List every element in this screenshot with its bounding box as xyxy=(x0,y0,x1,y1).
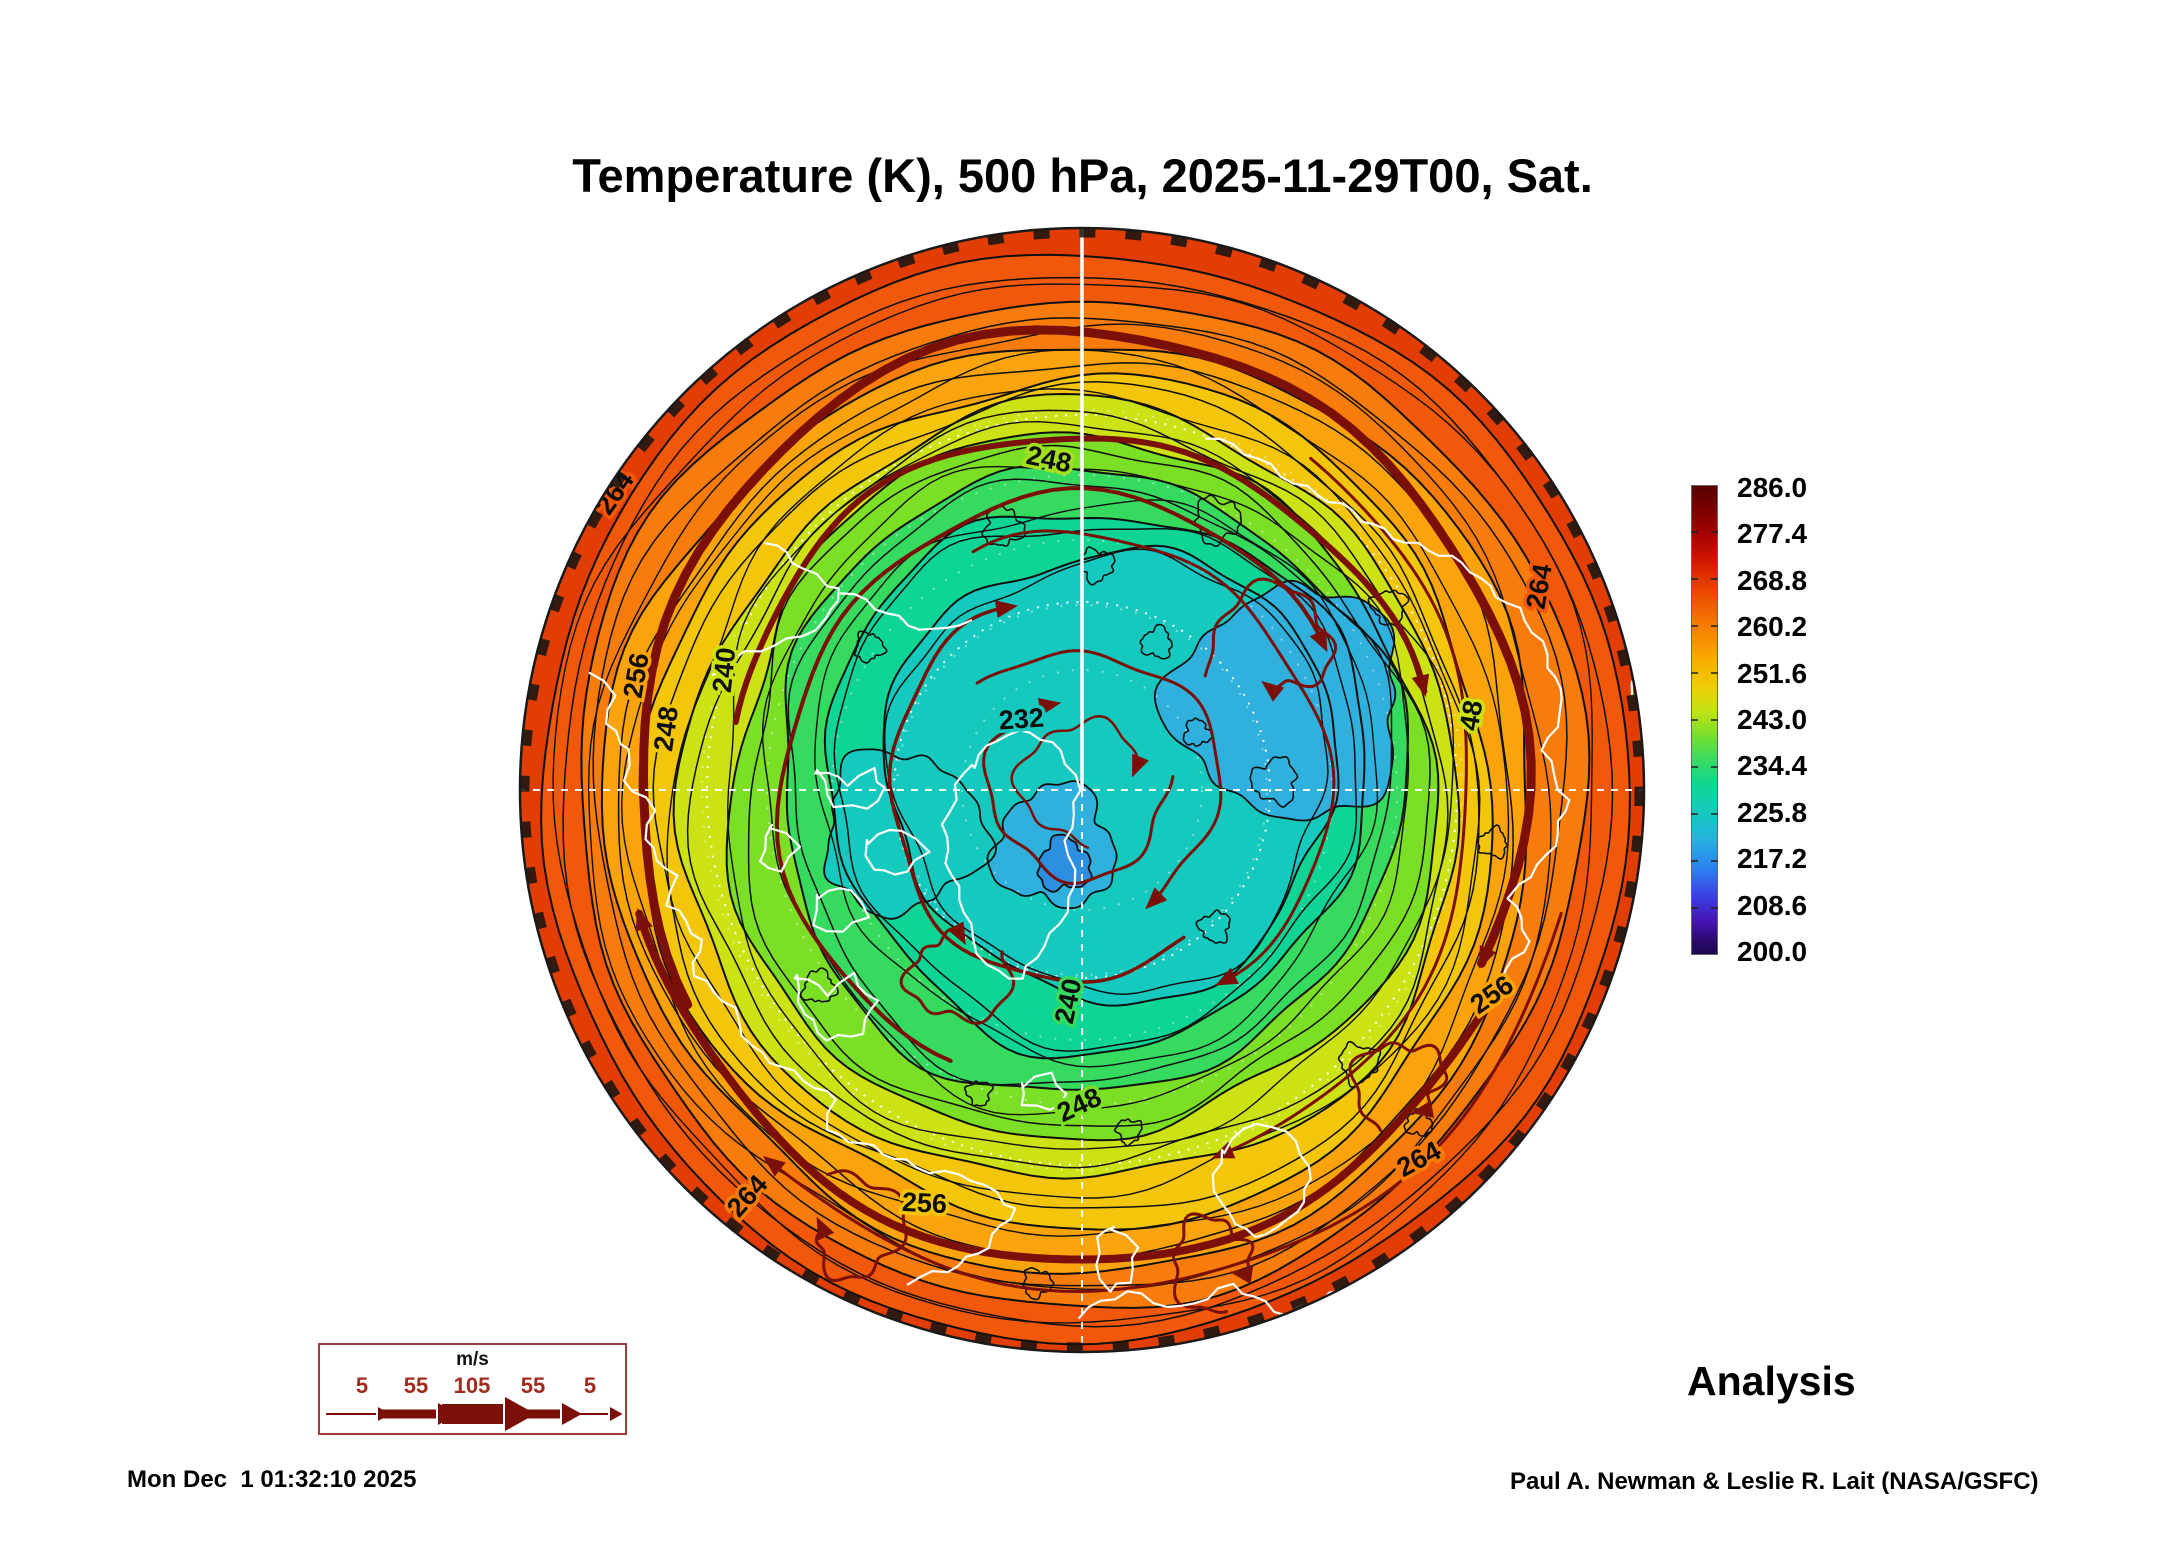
contour-label: 240 xyxy=(707,646,742,694)
contour-label: 248 xyxy=(648,704,684,753)
colorbar-gradient xyxy=(1691,485,1718,955)
colorbar-tick-label: 234.4 xyxy=(1737,750,1808,782)
generation-timestamp: Mon Dec 1 01:32:10 2025 xyxy=(127,1466,417,1493)
colorbar-tick-label: 225.8 xyxy=(1737,796,1808,828)
colorbar-tick-label: 286.0 xyxy=(1737,472,1808,503)
analysis-label: Analysis xyxy=(1687,1358,1856,1404)
colorbar-tick-label: 268.8 xyxy=(1737,564,1808,596)
colorbar-tick-label: 260.2 xyxy=(1737,611,1808,643)
plot-title: Temperature (K), 500 hPa, 2025-11-29T00,… xyxy=(572,149,1593,202)
wind-tick-label: 5 xyxy=(355,1373,369,1398)
wind-speed-legend: m/s 5 55 105 55 5 xyxy=(318,1343,627,1435)
credit-text: Paul A. Newman & Leslie R. Lait (NASA/GS… xyxy=(1510,1468,2039,1495)
contour-label: 256 xyxy=(901,1187,948,1219)
contour-label: 232 xyxy=(998,702,1045,735)
polar-map: 264 256 248 240 248 232 240 48 256 264 264 256 264 24… xyxy=(517,225,1647,1355)
wind-tick-label: 55 xyxy=(520,1373,546,1398)
colorbar-tick-label: 251.6 xyxy=(1737,657,1808,689)
colorbar-tick-label: 277.4 xyxy=(1737,518,1808,550)
colorbar-tick-label: 217.2 xyxy=(1737,843,1808,875)
wind-unit-label: m/s xyxy=(456,1349,489,1370)
colorbar-tick-label: 208.6 xyxy=(1737,889,1808,921)
colorbar-tick-label: 243.0 xyxy=(1737,704,1808,735)
wind-tick-label: 55 xyxy=(403,1373,429,1398)
wind-arrow-icon xyxy=(326,1397,623,1431)
colorbar-labels: 286.0 277.4 268.8 260.2 251.6 243.0 234.4 225.8… xyxy=(1737,472,1857,967)
wind-tick-label: 5 xyxy=(583,1373,597,1398)
colorbar-tick-label: 200.0 xyxy=(1737,936,1808,967)
wind-tick-label: 105 xyxy=(453,1373,491,1398)
contour-label: 48 xyxy=(1454,698,1489,733)
